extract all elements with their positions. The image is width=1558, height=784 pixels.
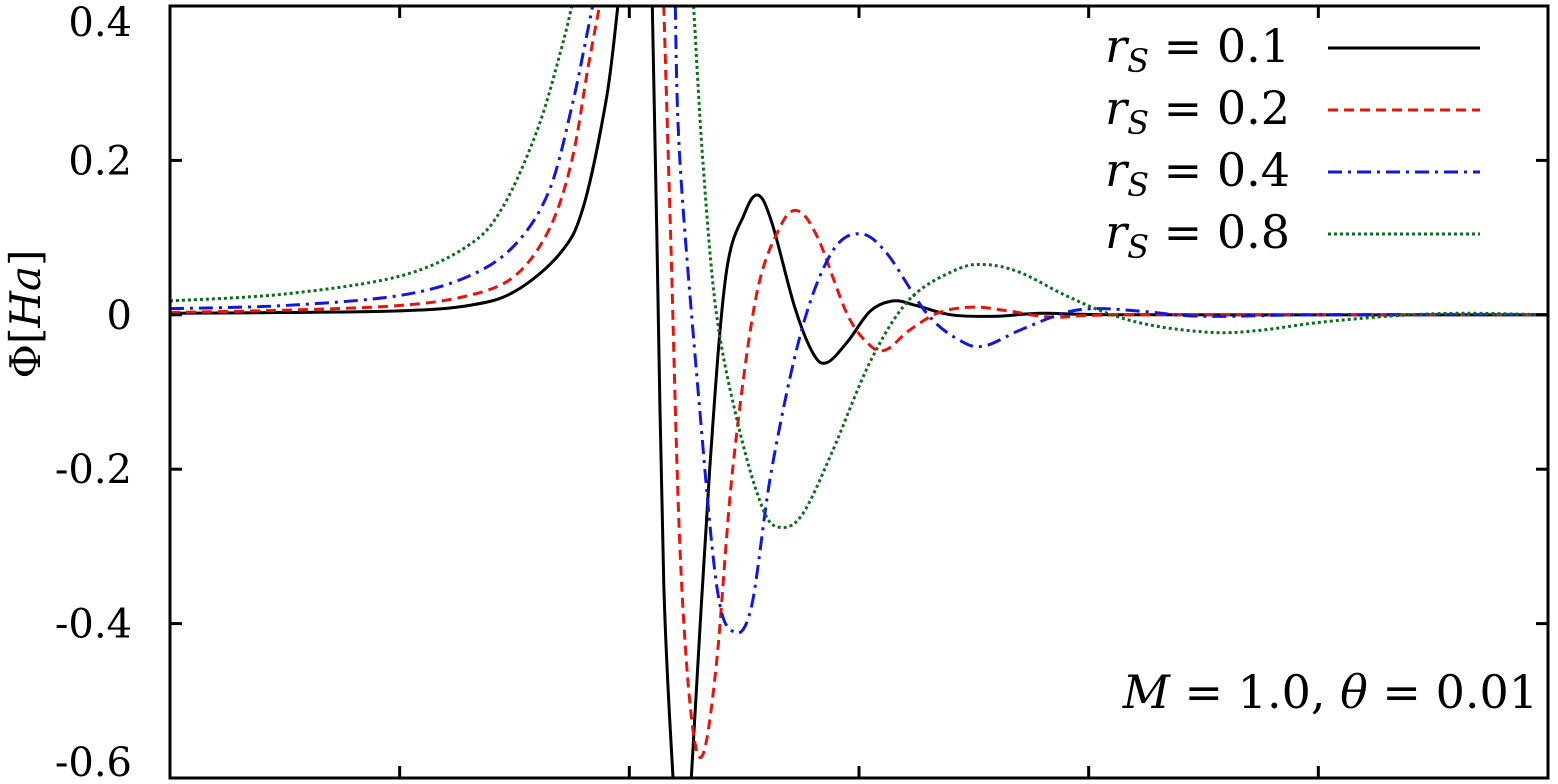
plot-lines: [170, 6, 1548, 778]
y-tick-label-4: -0.2: [55, 447, 132, 493]
y-tick-label-3: 0: [107, 293, 132, 339]
annot-m: M: [1122, 665, 1172, 719]
x-ticks: [398, 6, 1320, 778]
series-line-3-segment-1: [170, 6, 595, 311]
y-tick-label-1: 0.4: [68, 0, 132, 46]
series-line-2-segment-1: [170, 6, 601, 314]
annot-theta-value: = 0.01: [1368, 665, 1538, 719]
series-line-4-segment-1: [170, 6, 574, 303]
legend-label-2: rS = 0.2: [1105, 81, 1290, 142]
ylabel-open: [: [1, 328, 50, 344]
y-ticks: [170, 4, 1548, 780]
ylabel-unit: Ha: [1, 266, 50, 329]
series-line-1-segment-1: [170, 6, 620, 315]
legend-label-3: rS = 0.4: [1105, 143, 1290, 204]
legend-label-4: rS = 0.8: [1105, 205, 1290, 266]
series-line-1-segment-3: [689, 193, 1548, 778]
annot-theta: θ: [1340, 665, 1368, 719]
y-tick-label-2: 0.2: [68, 138, 132, 184]
annot-m-value: = 1.0,: [1170, 665, 1340, 719]
series-line-2-segment-2: [662, 6, 1548, 759]
ylabel-symbol: Φ: [1, 344, 50, 378]
legend: rS = 0.1rS = 0.2rS = 0.4rS = 0.8: [1105, 19, 1480, 266]
parameter-annotation: M = 1.0, θ = 0.01: [1122, 665, 1538, 719]
series-line-3-segment-2: [673, 6, 1548, 635]
y-axis-label: Φ[Ha]: [1, 250, 50, 379]
plot-frame: [168, 4, 1550, 780]
y-tick-label-6: -0.6: [55, 740, 132, 784]
series-line-4-segment-2: [692, 6, 1548, 530]
y-tick-labels: 0.4 0.2 0 -0.2 -0.4 -0.6: [55, 0, 132, 784]
series-line-1-segment-2: [650, 6, 675, 778]
legend-label-1: rS = 0.1: [1105, 19, 1290, 80]
ylabel-close: ]: [1, 250, 50, 266]
y-tick-label-5: -0.4: [55, 602, 132, 648]
